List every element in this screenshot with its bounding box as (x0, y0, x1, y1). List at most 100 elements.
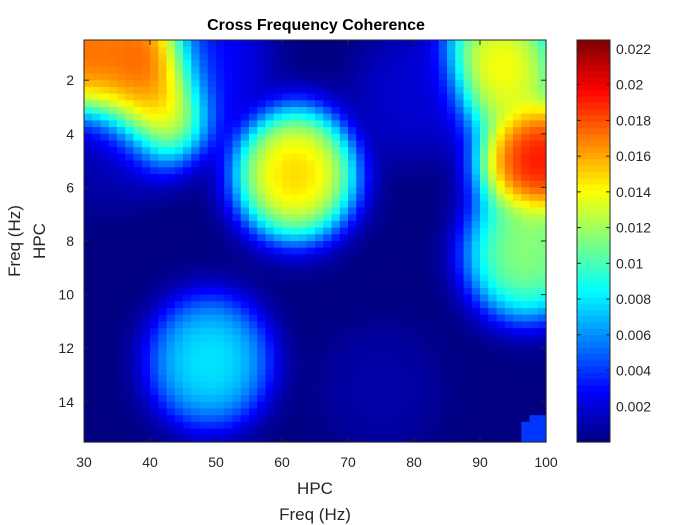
heatmap-cell (150, 200, 159, 209)
heatmap-cell (405, 113, 415, 121)
heatmap-cell (265, 261, 275, 269)
heatmap-cell (381, 220, 390, 229)
heatmap-cell (224, 73, 234, 81)
heatmap-cell (158, 354, 168, 363)
colorbar-segment (577, 360, 610, 368)
heatmap-cell (397, 153, 407, 162)
heatmap-cell (133, 46, 143, 54)
x-axis-ticks: 30 40 50 60 70 80 90 100 (76, 40, 558, 470)
heatmap-cell (216, 421, 225, 430)
heatmap-cell (174, 227, 184, 235)
heatmap-cell (232, 401, 242, 410)
heatmap-cell (84, 227, 93, 235)
heatmap-cell (389, 140, 399, 148)
heatmap-cell (183, 341, 192, 349)
heatmap-cell (397, 46, 407, 54)
heatmap-cell (84, 80, 93, 88)
heatmap-cell (529, 247, 539, 255)
heatmap-cell (529, 200, 539, 209)
heatmap-cell (348, 160, 357, 168)
heatmap-cell (389, 274, 399, 282)
heatmap-cell (306, 428, 316, 436)
heatmap-cell (125, 314, 135, 322)
heatmap-cell (141, 375, 151, 383)
heatmap-cell (150, 187, 159, 195)
heatmap-cell (141, 200, 151, 209)
heatmap-cell (158, 401, 168, 410)
heatmap-cell (447, 395, 456, 403)
heatmap-cell (133, 234, 143, 242)
heatmap-cell (364, 267, 374, 276)
heatmap-cell (150, 167, 159, 175)
heatmap-cell (108, 408, 118, 416)
heatmap-cell (372, 214, 382, 222)
heatmap-cell (306, 174, 316, 182)
y-tick-label: 6 (66, 179, 74, 195)
heatmap-cell (265, 207, 275, 215)
heatmap-cell (372, 274, 382, 282)
heatmap-cell (141, 180, 151, 188)
colorbar-segment (577, 316, 610, 324)
heatmap-cell (92, 334, 102, 343)
heatmap-cell (331, 160, 341, 168)
colorbar-segment (577, 347, 610, 355)
heatmap-cell (240, 341, 250, 349)
heatmap-cell (471, 194, 481, 202)
heatmap-cell (240, 294, 250, 302)
heatmap-cell (100, 428, 110, 436)
heatmap-cell (224, 294, 234, 302)
heatmap-cell (257, 308, 267, 316)
heatmap-cell (537, 341, 547, 349)
heatmap-cell (480, 93, 489, 101)
heatmap-cell (430, 314, 440, 322)
heatmap-cell (240, 46, 250, 54)
heatmap-cell (521, 314, 531, 322)
heatmap-cell (150, 334, 159, 343)
heatmap-cell (455, 274, 465, 282)
heatmap-cell (306, 153, 316, 162)
heatmap-cell (249, 180, 258, 188)
heatmap-cell (117, 200, 126, 209)
heatmap-cell (381, 120, 390, 128)
heatmap-cell (339, 93, 349, 101)
heatmap-cells (84, 40, 547, 443)
heatmap-cell (339, 395, 349, 403)
heatmap-cell (84, 113, 93, 121)
heatmap-cell (158, 234, 168, 242)
heatmap-cell (224, 153, 234, 162)
heatmap-cell (463, 395, 473, 403)
heatmap-cell (422, 234, 432, 242)
heatmap-cell (240, 113, 250, 121)
heatmap-cell (100, 301, 110, 309)
heatmap-cell (199, 361, 209, 369)
heatmap-cell (356, 415, 366, 423)
heatmap-cell (529, 261, 539, 269)
heatmap-cell (521, 127, 531, 135)
heatmap-cell (199, 415, 209, 423)
heatmap-cell (529, 361, 539, 369)
heatmap-cell (117, 86, 126, 95)
colorbar-segment (577, 146, 610, 154)
heatmap-cell (150, 408, 159, 416)
heatmap-cell (224, 180, 234, 188)
heatmap-cell (117, 60, 126, 68)
heatmap-cell (323, 127, 333, 135)
heatmap-cell (471, 167, 481, 175)
heatmap-cell (84, 234, 93, 242)
heatmap-cell (306, 381, 316, 389)
heatmap-cell (141, 160, 151, 168)
heatmap-cell (150, 194, 159, 202)
heatmap-cell (364, 334, 374, 343)
heatmap-cell (389, 254, 399, 262)
heatmap-cell (356, 261, 366, 269)
heatmap-cell (529, 328, 539, 336)
heatmap-cell (273, 421, 283, 430)
heatmap-cell (422, 160, 432, 168)
colorbar-segment (577, 228, 610, 236)
heatmap-cell (389, 428, 399, 436)
heatmap-cell (339, 107, 349, 115)
heatmap-cell (537, 267, 547, 276)
heatmap-cell (298, 160, 308, 168)
heatmap-cell (125, 107, 135, 115)
heatmap-cell (356, 174, 366, 182)
